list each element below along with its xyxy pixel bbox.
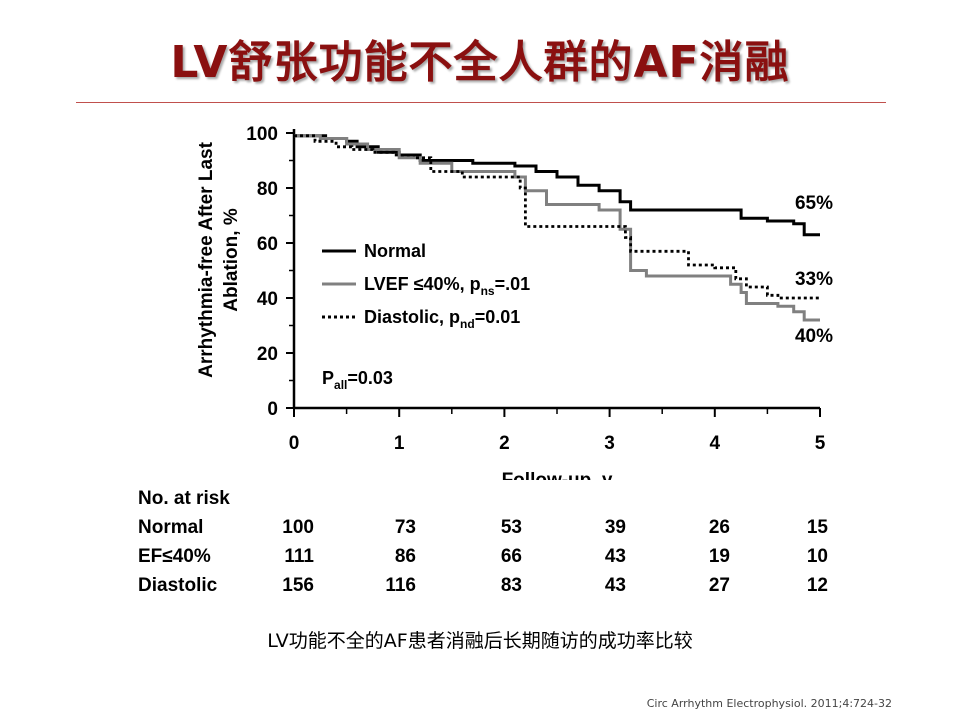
risk-row-label: Diastolic bbox=[138, 575, 218, 596]
legend-label-1: LVEF ≤40%, pns=.01 bbox=[364, 274, 530, 298]
slide-caption: LV功能不全的AF患者消融后长期随访的成功率比较 bbox=[267, 630, 693, 652]
risk-cell: 156 bbox=[282, 575, 314, 596]
series-line-0 bbox=[294, 134, 820, 237]
x-tick-label: 0 bbox=[289, 433, 300, 454]
end-label-2: 40% bbox=[795, 326, 833, 347]
risk-cell: 26 bbox=[708, 517, 730, 538]
y-tick-label: 80 bbox=[257, 179, 278, 200]
y-tick-label: 0 bbox=[267, 399, 278, 420]
series-line-1 bbox=[294, 134, 820, 322]
risk-cell: 53 bbox=[500, 517, 522, 538]
series-line-2 bbox=[294, 134, 820, 300]
y-tick-label: 100 bbox=[246, 124, 278, 145]
series-layer bbox=[294, 134, 820, 322]
risk-cell: 43 bbox=[604, 575, 626, 596]
citation: Circ Arrhythm Electrophysiol. 2011;4:724… bbox=[646, 697, 892, 710]
end-label-1: 33% bbox=[795, 269, 833, 290]
risk-table-header: No. at risk bbox=[138, 488, 230, 509]
end-label-0: 65% bbox=[795, 193, 833, 214]
risk-cell: 73 bbox=[394, 517, 416, 538]
risk-cell: 15 bbox=[806, 517, 828, 538]
risk-cell: 27 bbox=[708, 575, 730, 596]
risk-table-rows: Normal 100 73 53 39 26 15 EF≤40% 111 86 66 43 19 10 Di… bbox=[138, 513, 838, 600]
y-axis-label: Arrhythmia-free After Last Ablation, % bbox=[196, 141, 242, 377]
x-tick-label: 3 bbox=[604, 433, 615, 454]
axes: 0 20 40 60 80 100 0 1 2 3 4 5 Follow-up, y Arrhythmia… bbox=[196, 124, 826, 480]
x-axis-label: Follow-up, y bbox=[502, 470, 613, 480]
end-labels: 65% 33% 40% bbox=[795, 193, 833, 347]
y-tick-label: 20 bbox=[257, 344, 278, 365]
p-all-annotation: Pall=0.03 bbox=[322, 368, 393, 392]
risk-cell: 39 bbox=[604, 517, 626, 538]
risk-cell: 83 bbox=[500, 575, 522, 596]
risk-table: No. at risk Normal 100 73 53 39 26 15 EF≤40% 111… bbox=[138, 484, 838, 600]
risk-row-label: Normal bbox=[138, 517, 204, 538]
x-tick-label: 2 bbox=[499, 433, 510, 454]
risk-cell: 100 bbox=[282, 517, 314, 538]
legend-label-0: Normal bbox=[364, 241, 426, 261]
x-tick-label: 1 bbox=[394, 433, 405, 454]
risk-cell: 86 bbox=[394, 546, 416, 567]
risk-row: EF≤40% 111 86 66 43 19 10 bbox=[138, 542, 838, 571]
risk-cell: 12 bbox=[806, 575, 828, 596]
risk-row: Normal 100 73 53 39 26 15 bbox=[138, 513, 838, 542]
risk-cell: 19 bbox=[708, 546, 730, 567]
risk-row-label: EF≤40% bbox=[138, 546, 211, 567]
risk-cell: 43 bbox=[604, 546, 626, 567]
x-tick-label: 5 bbox=[815, 433, 826, 454]
risk-cell: 116 bbox=[385, 575, 416, 596]
km-chart: 0 20 40 60 80 100 0 1 2 3 4 5 Follow-up, y Arrhythmia… bbox=[196, 124, 833, 480]
y-tick-label: 40 bbox=[257, 289, 278, 310]
x-tick-label: 4 bbox=[710, 433, 721, 454]
risk-cell: 10 bbox=[806, 546, 828, 567]
legend: Normal LVEF ≤40%, pns=.01 Diastolic, pnd=0… bbox=[322, 241, 530, 392]
title-divider bbox=[76, 102, 886, 103]
y-tick-label: 60 bbox=[257, 234, 278, 255]
risk-cell: 66 bbox=[500, 546, 522, 567]
risk-cell: 111 bbox=[284, 546, 314, 567]
slide-title: LV舒张功能不全人群的AF消融 bbox=[170, 37, 790, 88]
risk-row: Diastolic 156 116 83 43 27 12 bbox=[138, 571, 838, 600]
legend-label-2: Diastolic, pnd=0.01 bbox=[364, 307, 520, 331]
